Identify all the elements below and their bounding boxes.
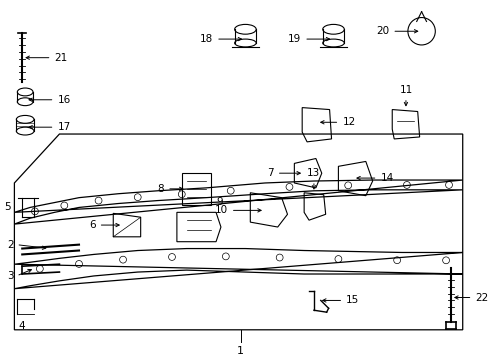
Text: 10: 10 xyxy=(214,206,227,215)
Text: 19: 19 xyxy=(287,34,301,44)
Text: 13: 13 xyxy=(306,168,320,178)
Text: 6: 6 xyxy=(89,220,96,230)
Text: 21: 21 xyxy=(55,53,68,63)
Text: 1: 1 xyxy=(237,346,244,356)
Text: 15: 15 xyxy=(346,296,359,305)
Text: 9: 9 xyxy=(216,197,222,207)
Text: 12: 12 xyxy=(342,117,355,127)
Text: 20: 20 xyxy=(375,26,388,36)
Text: 7: 7 xyxy=(266,168,273,178)
Text: 22: 22 xyxy=(474,293,488,302)
Text: 11: 11 xyxy=(399,85,412,95)
Text: 4: 4 xyxy=(19,321,25,331)
Text: 3: 3 xyxy=(7,271,13,281)
Text: 5: 5 xyxy=(4,202,10,212)
Text: 17: 17 xyxy=(58,122,71,132)
Text: 16: 16 xyxy=(58,95,71,105)
Text: 14: 14 xyxy=(380,173,393,183)
Text: 18: 18 xyxy=(200,34,213,44)
Text: 2: 2 xyxy=(7,240,13,249)
Text: 8: 8 xyxy=(157,184,164,194)
